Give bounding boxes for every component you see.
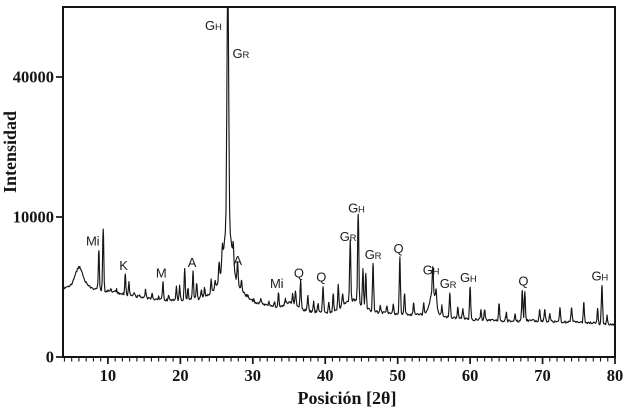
peak-label: GR	[340, 229, 357, 244]
peak-label: Q	[316, 269, 326, 284]
y-tick-label: 0	[46, 348, 54, 367]
peak-label: Q	[294, 265, 304, 280]
peak-label: GH	[591, 269, 608, 284]
peak-label: Mi	[270, 276, 284, 291]
xrd-trace	[63, 7, 616, 326]
peak-label: Mi	[86, 233, 100, 248]
x-tick-label: 70	[534, 366, 551, 385]
axis-tick-labels: 10 20 30 40 50 60 70 80 0 10000 40000	[13, 68, 624, 386]
diffraction-trace	[63, 7, 616, 326]
plot-border	[62, 6, 616, 358]
y-axis-title: Intensidad	[0, 111, 20, 193]
peak-label: A	[188, 255, 197, 270]
x-tick-label: 30	[245, 366, 262, 385]
x-tick-label: 50	[389, 366, 406, 385]
x-axis-title: Posición [2θ]	[298, 388, 397, 408]
peak-label: GH	[348, 201, 365, 216]
peak-label: GH	[460, 270, 477, 285]
x-tick-label: 20	[172, 366, 189, 385]
y-tick-label: 40000	[13, 68, 54, 87]
peak-label: GH	[205, 18, 222, 33]
x-tick-label: 40	[317, 366, 334, 385]
peak-label: A	[233, 253, 242, 268]
peak-label: K	[119, 258, 128, 273]
x-tick-label: 80	[607, 366, 624, 385]
axis-ticks	[56, 76, 616, 364]
x-tick-label: 60	[462, 366, 479, 385]
y-tick-label: 10000	[13, 208, 54, 227]
peak-label: Q	[393, 241, 403, 256]
peak-label: GH	[423, 263, 440, 278]
peak-label: GR	[233, 46, 250, 61]
x-tick-label: 10	[100, 366, 117, 385]
peak-label: M	[156, 265, 167, 280]
peak-label: Q	[518, 274, 528, 289]
peak-label: GR	[365, 247, 382, 262]
peak-label: GR	[440, 276, 457, 291]
